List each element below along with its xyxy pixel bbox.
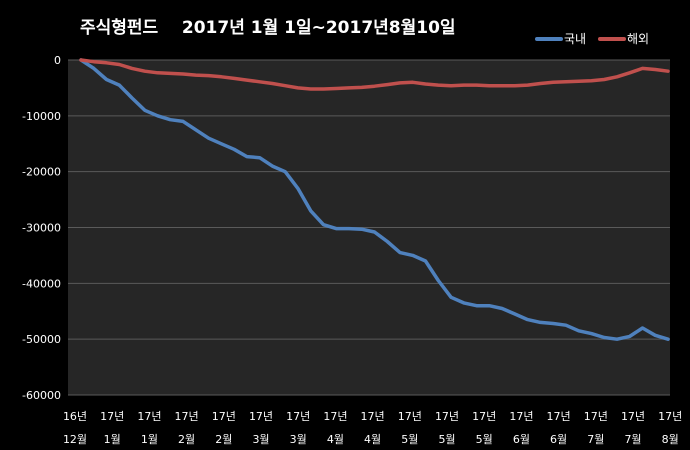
series-lines [79,58,670,341]
x-tick-label-month: 5월 [476,433,493,446]
y-tick-label: -50000 [22,333,61,346]
series-line-1 [79,58,670,91]
x-tick-label-year: 17년 [175,410,199,423]
x-tick-label-month: 7월 [587,433,604,446]
x-tick-label-year: 17년 [547,410,571,423]
x-tick-label-year: 17년 [137,410,161,423]
chart-title: 주식형펀드 2017년 1월 1일~2017년8월10일 [80,17,456,38]
x-tick-label-year: 17년 [249,410,273,423]
x-tick-label-year: 17년 [323,410,347,423]
x-tick-label-year: 17년 [361,410,385,423]
x-axis-ticks: 16년 12월 17년 1월 17년 1월 17년 2월 17년 2월 17년 3월 17년 3월 17년 4… [63,410,682,446]
x-tick-label-year: 17년 [398,410,422,423]
x-tick-label-month: 2월 [215,433,232,446]
x-tick-label-year: 17년 [658,410,682,423]
x-tick-label-month: 1월 [141,433,158,446]
x-tick-label-month: 4월 [327,433,344,446]
y-tick-label: 0 [54,54,61,67]
x-tick-label-month: 7월 [624,433,641,446]
x-tick-label-month: 8월 [662,433,679,446]
y-tick-label: -60000 [22,389,61,402]
x-tick-label-year: 16년 [63,410,87,423]
x-tick-label-month: 12월 [63,433,87,446]
x-tick-label-month: 1월 [104,433,121,446]
legend-label-0: 국내 [564,32,586,46]
y-tick-label: -20000 [22,166,61,179]
x-tick-label-month: 5월 [438,433,455,446]
x-tick-label-year: 17년 [472,410,496,423]
x-tick-label-month: 3월 [290,433,307,446]
x-tick-label-month: 6월 [513,433,530,446]
y-tick-label: -30000 [22,222,61,235]
x-tick-label-month: 2월 [178,433,195,446]
x-tick-label-month: 6월 [550,433,567,446]
legend: 국내 해외 [535,32,649,46]
x-tick-label-year: 17년 [212,410,236,423]
legend-label-1: 해외 [627,32,649,46]
x-tick-label-month: 4월 [364,433,381,446]
y-tick-label: -10000 [22,110,61,123]
x-tick-label-year: 17년 [584,410,608,423]
x-tick-label-month: 3월 [252,433,269,446]
x-tick-label-year: 17년 [435,410,459,423]
x-tick-label-year: 17년 [621,410,645,423]
y-tick-label: -40000 [22,277,61,290]
x-tick-label-month: 5월 [401,433,418,446]
x-tick-label-year: 17년 [286,410,310,423]
grid-lines [68,59,670,396]
x-tick-label-year: 17년 [100,410,124,423]
x-tick-label-year: 17년 [509,410,533,423]
y-axis-ticks: 0 -10000 -20000 -30000 -40000 -50000 -60000 [22,54,61,402]
series-line-0 [79,58,670,341]
